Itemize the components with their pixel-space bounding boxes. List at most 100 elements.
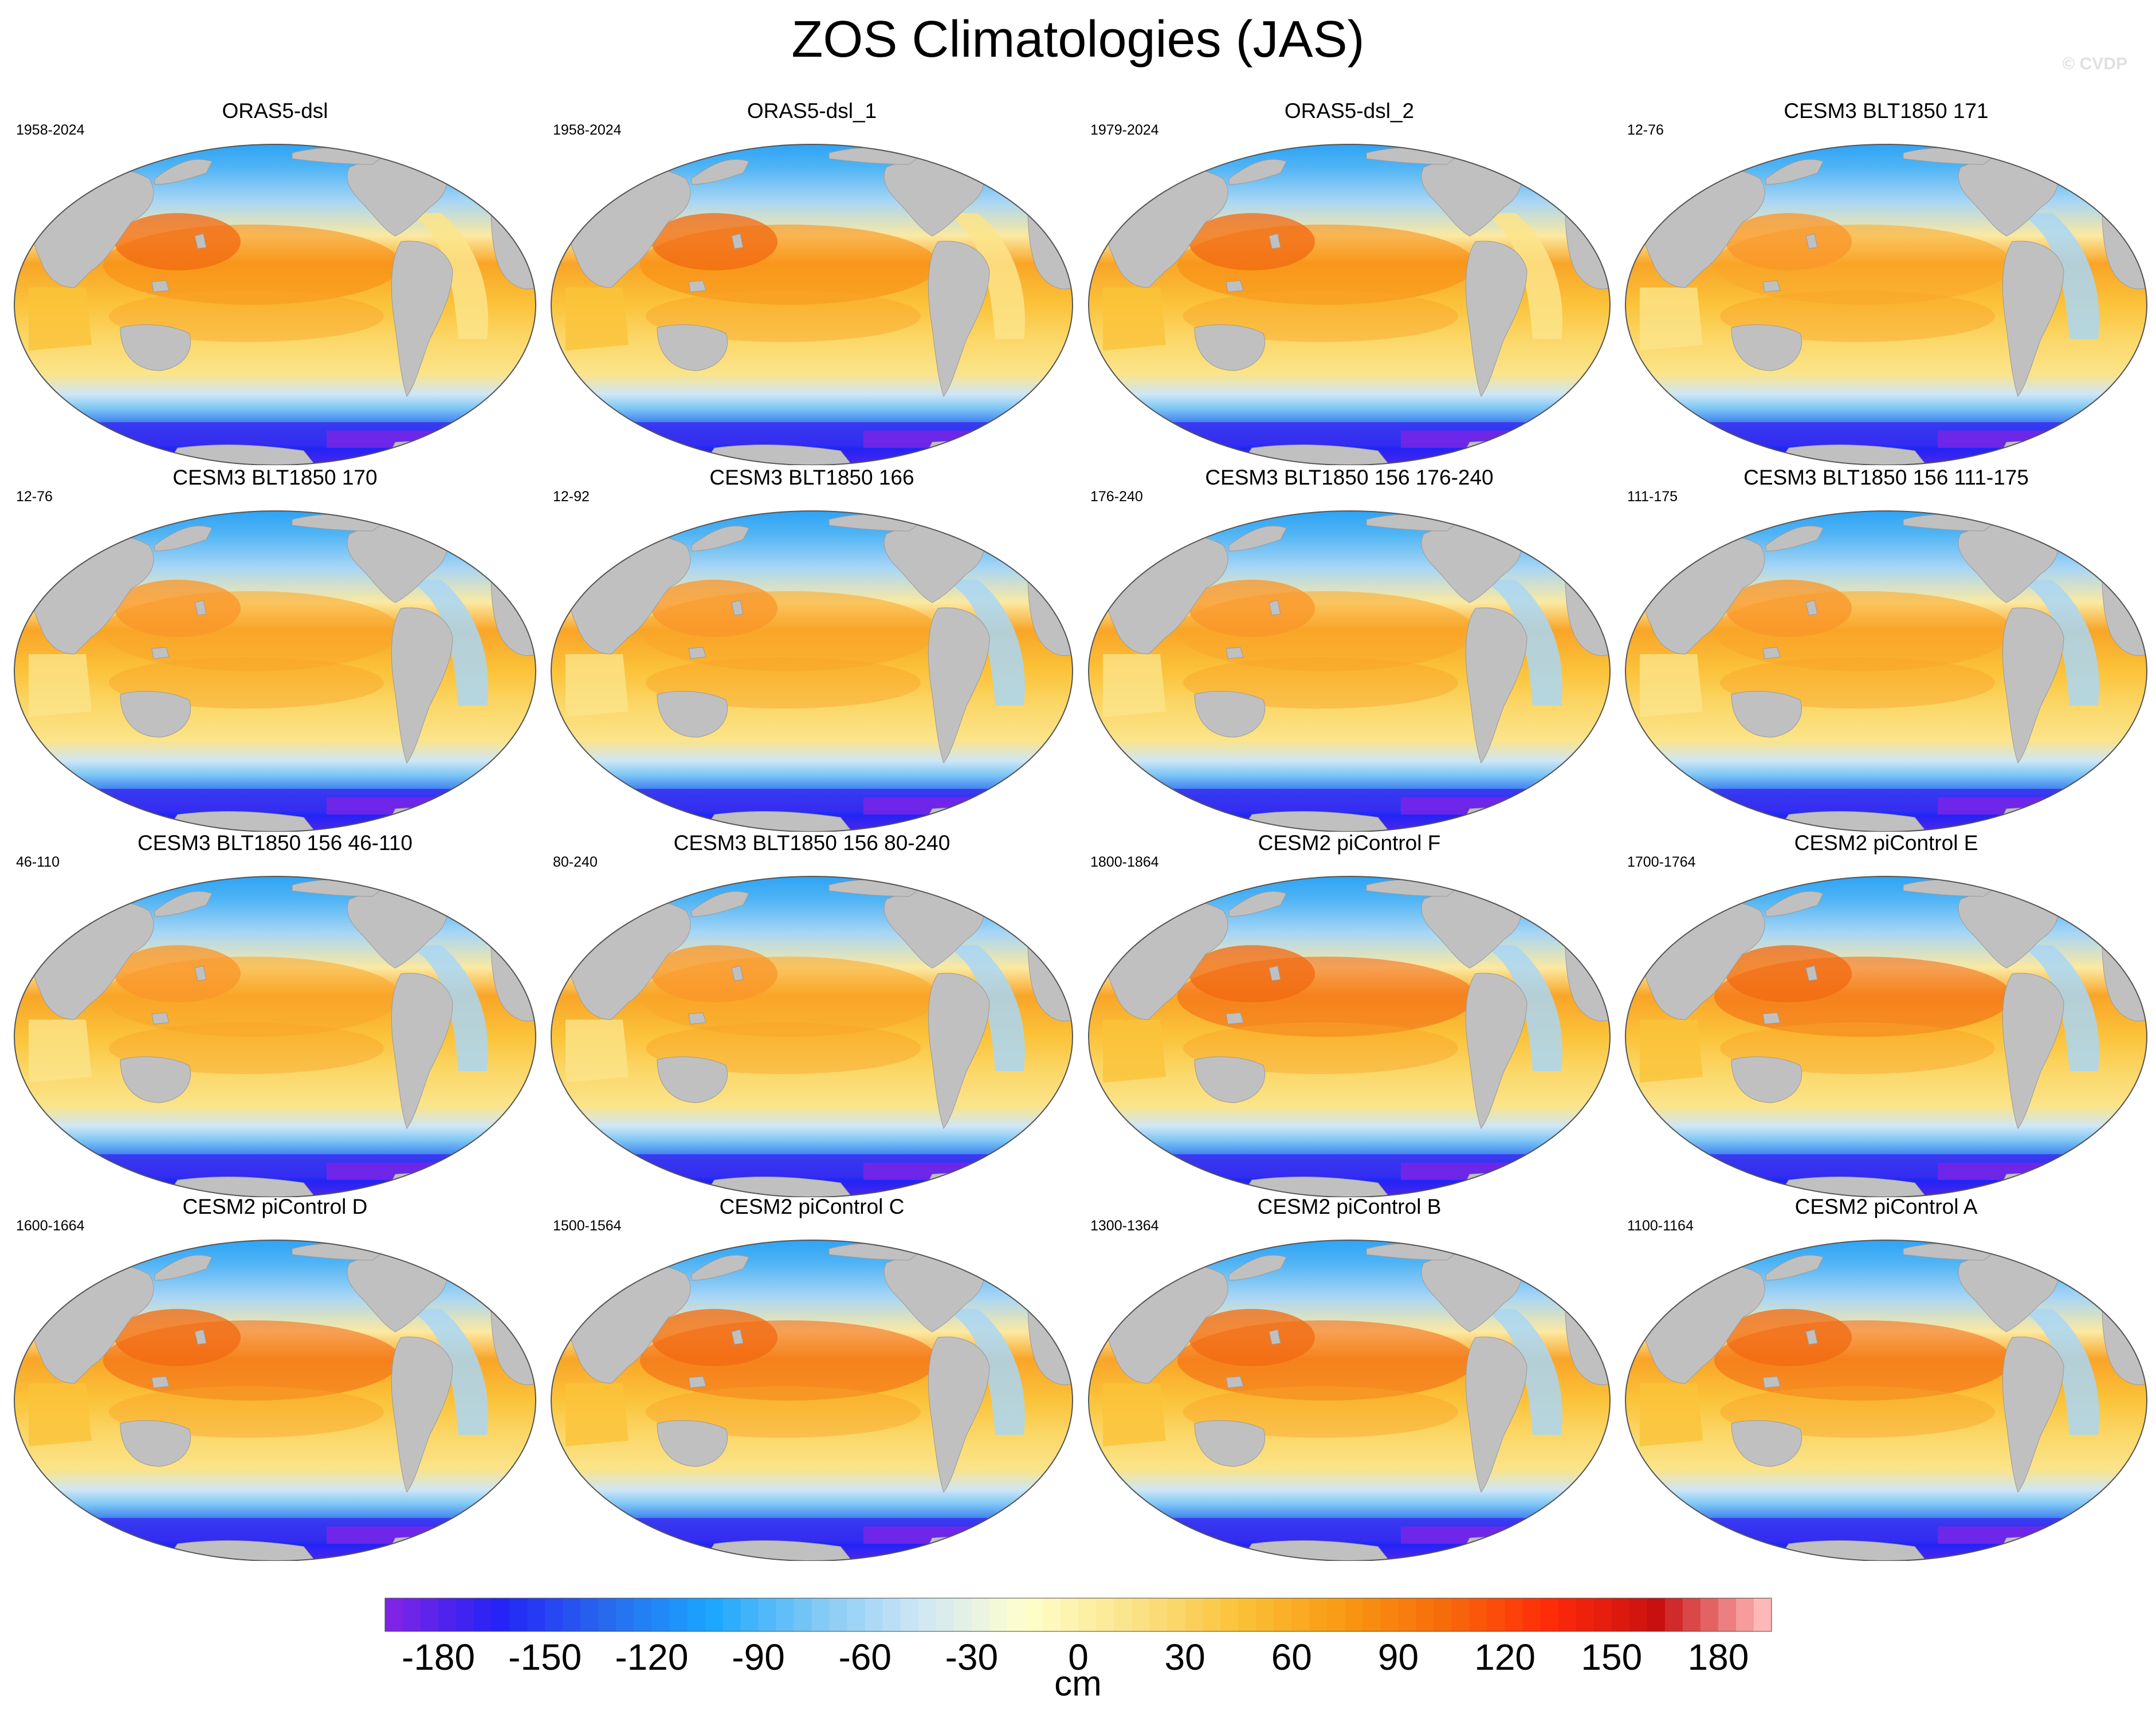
colorbar-bin <box>580 1598 599 1631</box>
panel-years: 1300-1364 <box>1090 1218 1159 1234</box>
colorbar-bin <box>705 1598 723 1631</box>
map-panel: CESM3 BLT1850 156 111-175 111-175 <box>1617 465 2155 832</box>
colorbar-bin <box>1700 1598 1719 1631</box>
colorbar-bin <box>403 1598 421 1631</box>
map-globe <box>551 1240 1073 1561</box>
panel-years: 1700-1764 <box>1627 854 1696 870</box>
colorbar-bin <box>847 1598 866 1631</box>
colorbar-bin <box>1185 1598 1203 1631</box>
map-globe <box>551 510 1073 832</box>
map-panel: ORAS5-dsl 1958-2024 <box>6 99 544 465</box>
map-globe <box>1088 876 1611 1197</box>
map-panel: CESM2 piControl E 1700-1764 <box>1617 831 2155 1197</box>
panel-title: CESM3 BLT1850 166 <box>709 466 914 489</box>
panel-title: ORAS5-dsl <box>222 99 328 123</box>
colorbar-bin <box>527 1598 545 1631</box>
map-globe <box>1625 1240 2147 1561</box>
colorbar-bin <box>1291 1598 1310 1631</box>
colorbar-bin <box>1398 1598 1416 1631</box>
map-panel: CESM3 BLT1850 171 12-76 <box>1617 99 2155 465</box>
map-globe <box>1625 510 2147 832</box>
panel-years: 1500-1564 <box>553 1218 622 1234</box>
colorbar-bin <box>563 1598 581 1631</box>
colorbar-bin <box>492 1598 510 1631</box>
panel-title: CESM3 BLT1850 156 176-240 <box>1205 466 1494 489</box>
map-panel: CESM3 BLT1850 166 12-92 <box>543 465 1081 832</box>
colorbar-bin <box>1220 1598 1239 1631</box>
colorbar-bin <box>1664 1598 1683 1631</box>
panel-title: CESM2 piControl B <box>1257 1195 1442 1218</box>
colorbar-bin <box>1469 1598 1488 1631</box>
colorbar-bin <box>953 1598 972 1631</box>
colorbar-bin <box>758 1598 777 1631</box>
colorbar-bin <box>740 1598 759 1631</box>
panel-title: ORAS5-dsl_2 <box>1284 99 1415 123</box>
panel-title: CESM2 piControl D <box>182 1195 368 1218</box>
colorbar-unit-label: cm <box>1054 1664 1102 1704</box>
colorbar-bin <box>509 1598 528 1631</box>
map-panel: CESM2 piControl C 1500-1564 <box>543 1194 1081 1561</box>
map-globe <box>1625 876 2147 1197</box>
colorbar-bin <box>1274 1598 1292 1631</box>
panel-title: ORAS5-dsl_1 <box>747 99 877 123</box>
panel-years: 1958-2024 <box>16 122 85 138</box>
panel-title: CESM2 piControl F <box>1258 831 1441 855</box>
colorbar-bin <box>811 1598 830 1631</box>
panel-years: 12-92 <box>553 489 590 505</box>
map-globe <box>1088 510 1611 832</box>
colorbar-bin <box>1060 1598 1079 1631</box>
colorbar-bin <box>1149 1598 1168 1631</box>
panel-title: CESM3 BLT1850 156 46-110 <box>138 831 413 855</box>
colorbar-bin <box>1362 1598 1381 1631</box>
figure-title: ZOS Climatologies (JAS) <box>791 11 1365 68</box>
panel-title: CESM3 BLT1850 156 111-175 <box>1743 466 2029 489</box>
colorbar-bin <box>1540 1598 1559 1631</box>
panel-years: 12-76 <box>16 489 53 505</box>
colorbar-bin <box>687 1598 705 1631</box>
panel-title: CESM3 BLT1850 170 <box>172 466 378 489</box>
colorbar-bin <box>1611 1598 1630 1631</box>
colorbar-bin <box>456 1598 474 1631</box>
colorbar-bin <box>794 1598 812 1631</box>
colorbar-bin <box>616 1598 634 1631</box>
panel-title: CESM2 piControl A <box>1794 1195 1978 1218</box>
map-panel: CESM3 BLT1850 170 12-76 <box>6 465 544 832</box>
colorbar-bin <box>1309 1598 1328 1631</box>
colorbar-bin <box>1132 1598 1150 1631</box>
colorbar-bin <box>1682 1598 1701 1631</box>
colorbar-bin <box>900 1598 919 1631</box>
panel-title: CESM2 piControl E <box>1794 831 1978 855</box>
panel-title: CESM2 piControl C <box>719 1195 905 1218</box>
map-globe <box>14 1240 536 1561</box>
map-globe <box>551 876 1073 1197</box>
colorbar-bin <box>1345 1598 1363 1631</box>
colorbar-bin <box>1256 1598 1274 1631</box>
colorbar-bin <box>829 1598 848 1631</box>
panel-years: 1100-1164 <box>1627 1218 1694 1234</box>
colorbar-bin <box>1451 1598 1470 1631</box>
panel-years: 1979-2024 <box>1090 122 1159 138</box>
colorbar-bin <box>918 1598 937 1631</box>
map-panel: CESM2 piControl D 1600-1664 <box>6 1194 544 1561</box>
colorbar-bin <box>1203 1598 1221 1631</box>
colorbar-frame <box>384 1598 1772 1632</box>
colorbar-bin <box>1593 1598 1612 1631</box>
colorbar-bin <box>722 1598 741 1631</box>
panel-years: 12-76 <box>1627 122 1664 138</box>
colorbar-bin <box>936 1598 955 1631</box>
map-panel: CESM3 BLT1850 156 46-110 46-110 <box>6 831 544 1197</box>
watermark: © CVDP <box>2062 54 2127 73</box>
colorbar-bin <box>882 1598 901 1631</box>
colorbar-bin <box>598 1598 616 1631</box>
map-panel: ORAS5-dsl_1 1958-2024 <box>543 99 1081 465</box>
map-globe <box>1088 144 1611 465</box>
map-panel: CESM2 piControl A 1100-1164 <box>1617 1194 2155 1561</box>
panel-years: 176-240 <box>1090 489 1143 505</box>
panel-years: 80-240 <box>553 854 598 870</box>
colorbar-bin <box>1434 1598 1452 1631</box>
colorbar-bin <box>1167 1598 1185 1631</box>
map-panel: CESM2 piControl B 1300-1364 <box>1080 1194 1619 1561</box>
map-panel: ORAS5-dsl_2 1979-2024 <box>1080 99 1619 465</box>
colorbar-bin <box>545 1598 563 1631</box>
colorbar-bin <box>651 1598 670 1631</box>
